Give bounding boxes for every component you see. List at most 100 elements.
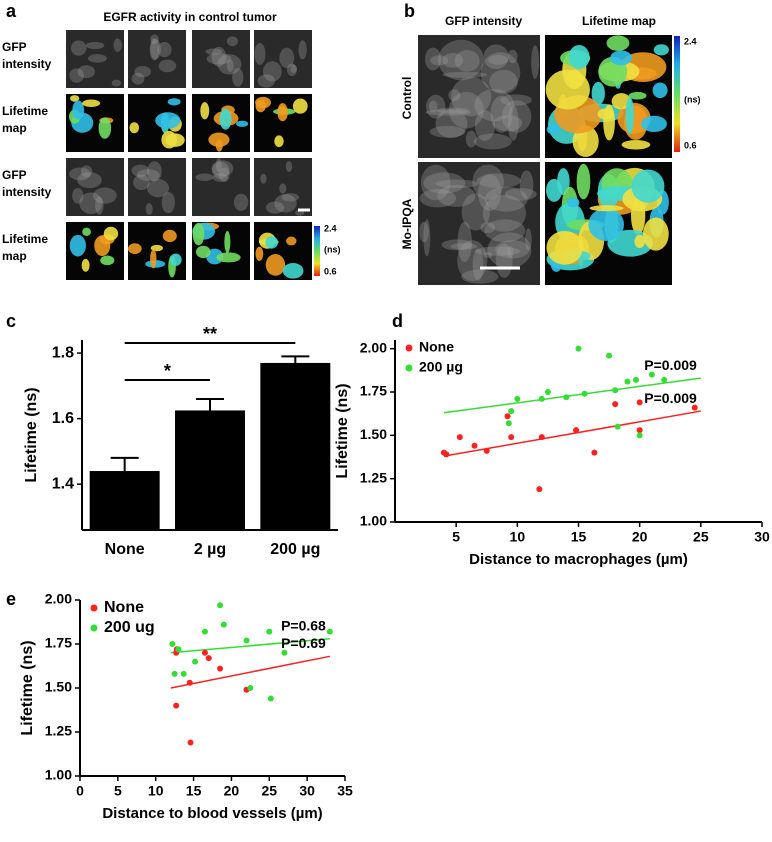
fit-line — [443, 410, 701, 457]
point — [247, 685, 254, 691]
point — [217, 665, 224, 672]
cell-blob — [504, 187, 537, 201]
point — [538, 395, 545, 402]
cell-blob — [437, 184, 476, 207]
cell-blob — [484, 219, 526, 243]
point — [180, 670, 187, 677]
cell-blob — [80, 165, 93, 178]
cell-blob — [611, 93, 632, 110]
cell-blob — [484, 186, 528, 212]
cell-blob — [282, 262, 304, 279]
cell-blob — [226, 36, 238, 47]
point — [266, 628, 273, 635]
cell-blob — [448, 89, 461, 102]
cell-blob — [129, 122, 140, 134]
cell-blob — [161, 130, 177, 149]
cell-blob — [215, 158, 222, 173]
y-axis-label: Lifetime (ns) — [23, 387, 40, 482]
cell-blob — [255, 246, 264, 261]
cell-blob — [279, 183, 287, 194]
cell-blob — [69, 95, 80, 102]
x-axis-label: Distance to macrophages (µm) — [469, 551, 688, 568]
fit-line — [170, 655, 331, 689]
cell-blob — [480, 222, 496, 234]
cell-blob — [158, 59, 177, 73]
cell-blob — [157, 42, 172, 58]
point — [591, 449, 598, 456]
legend-marker — [90, 604, 98, 612]
row-label: Control — [400, 77, 414, 120]
p-value: P=0.68 — [281, 617, 326, 633]
row-label: intensity — [2, 57, 52, 71]
cell-blob — [290, 64, 297, 74]
cell-blob — [451, 76, 492, 117]
point — [661, 376, 668, 383]
point — [636, 399, 643, 406]
fit-line — [443, 377, 701, 414]
cell-blob — [219, 108, 232, 130]
cell-blob — [653, 44, 669, 56]
cell-blob — [82, 99, 101, 107]
cell-blob — [279, 47, 295, 69]
cell-blob — [103, 226, 119, 241]
cell-blob — [488, 55, 509, 65]
point — [636, 432, 643, 439]
cell-blob — [621, 139, 651, 150]
cell-blob — [473, 133, 512, 150]
x-tick-label: 5 — [114, 783, 122, 799]
row-label: Lifetime — [2, 104, 48, 118]
cell-blob — [591, 81, 605, 106]
cell-blob — [205, 48, 223, 55]
colorbar-label: 2.4 — [684, 36, 697, 46]
gfp-image — [254, 30, 312, 88]
p-value: P=0.009 — [644, 390, 697, 406]
cell-blob — [610, 50, 632, 66]
colorbar-label: 2.4 — [324, 223, 337, 233]
cell-blob — [217, 54, 242, 75]
cell-blob — [100, 255, 115, 266]
cell-blob — [525, 228, 532, 251]
gfp-image — [192, 30, 250, 88]
cell-blob — [480, 52, 521, 93]
legend-label: None — [104, 599, 144, 616]
cell-blob — [82, 227, 91, 237]
cell-blob — [436, 107, 470, 114]
cell-blob — [81, 258, 90, 272]
cell-blob — [215, 139, 223, 152]
cell-blob — [232, 68, 244, 87]
cell-blob — [442, 52, 464, 68]
cell-blob — [85, 41, 105, 50]
cell-blob — [263, 61, 282, 82]
point — [217, 602, 224, 609]
cell-blob — [257, 74, 275, 88]
point — [326, 628, 333, 635]
cell-blob — [98, 117, 112, 139]
gfp-image — [128, 158, 186, 216]
cell-blob — [195, 173, 214, 182]
cell-blob — [474, 110, 496, 141]
cell-blob — [111, 79, 122, 87]
y-tick-label: 1.00 — [360, 513, 387, 529]
cell-blob — [475, 246, 521, 256]
cell-blob — [507, 105, 519, 141]
cell-blob — [500, 94, 532, 106]
gfp-image — [66, 158, 124, 216]
cell-blob — [425, 109, 472, 116]
cell-blob — [461, 193, 490, 231]
cell-blob — [420, 164, 451, 201]
panel-label: d — [392, 311, 403, 331]
legend-label: None — [419, 339, 454, 355]
y-tick-label: 1.00 — [45, 767, 72, 783]
cell-blob — [136, 169, 160, 181]
cell-blob — [429, 125, 466, 138]
cell-blob — [69, 167, 91, 181]
point — [648, 371, 655, 378]
cell-blob — [149, 38, 160, 61]
cell-blob — [545, 69, 590, 110]
cell-blob — [423, 219, 431, 257]
cell-blob — [281, 193, 300, 202]
cell-blob — [147, 161, 162, 182]
point — [205, 655, 212, 662]
cell-blob — [150, 38, 161, 60]
cell-blob — [162, 229, 177, 243]
